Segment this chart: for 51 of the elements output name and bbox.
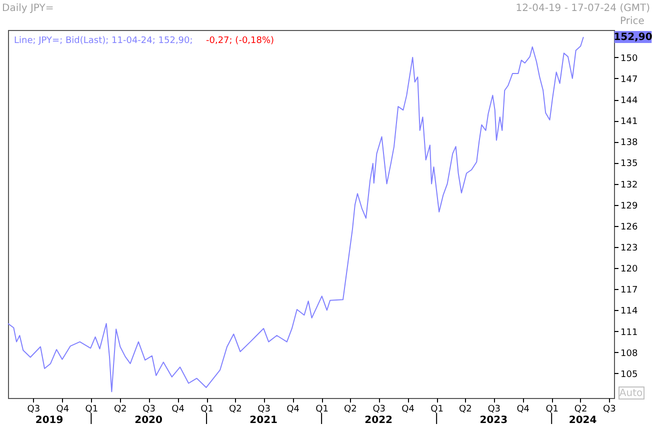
- x-tick-label: Q4: [286, 404, 300, 414]
- y-tick-label: 126: [620, 222, 638, 232]
- x2-tick-label: 2020: [134, 415, 162, 426]
- x-tick-label: Q4: [56, 404, 70, 414]
- y-tick-label: 105: [620, 370, 638, 380]
- text: Line; JPY=; Bid(Last); 11-04-24; 152,90;: [14, 36, 193, 46]
- x2-tick-label: 2022: [364, 415, 393, 426]
- y-axis-title: Price: [620, 16, 644, 27]
- x2-tick-label: 2024: [568, 415, 597, 426]
- x-tick-label: Q2: [114, 404, 127, 414]
- x-tick-label: Q3: [142, 404, 156, 414]
- x-tick-label: Q1: [200, 404, 214, 414]
- text: Auto: [619, 388, 643, 399]
- annotation: -0,27; (-0,18%): [206, 36, 274, 46]
- y-tick-label: 144: [620, 96, 638, 106]
- y-tick-label: 129: [620, 201, 638, 212]
- x2-tick-label: 2021: [250, 415, 278, 426]
- x-tick-label: Q3: [258, 404, 270, 414]
- x-tick-label: Q3: [603, 404, 616, 414]
- x-tick-label: Q1: [316, 404, 328, 414]
- x-tick-label: Q3: [372, 404, 386, 414]
- y-tick-label: 147: [620, 74, 638, 85]
- y-tick-label: 135: [620, 159, 638, 170]
- y-tick-label: 117: [620, 286, 638, 296]
- x-tick-label: Q4: [516, 404, 530, 414]
- x-tick-label: Q1: [546, 404, 559, 414]
- y-tick-label: 120: [620, 264, 638, 275]
- x-tick-label: Q2: [228, 404, 242, 414]
- x2-tick-label: 2023: [480, 415, 508, 426]
- chart-subtitle: 12-04-19 - 17-07-24 (GMT): [516, 3, 650, 14]
- x-tick-label: Q1: [85, 404, 98, 414]
- y-tick-label: 132: [620, 180, 638, 190]
- y-tick-label: 141: [620, 117, 638, 128]
- x2-tick-label: 2019: [35, 415, 64, 426]
- x-tick-label: Q4: [172, 404, 185, 414]
- y-tick-label: 150: [620, 54, 638, 64]
- x-tick-label: Q2: [459, 404, 472, 414]
- x-tick-label: Q2: [574, 404, 588, 414]
- y-tick-label: 138: [620, 138, 638, 148]
- y-tick-label: 108: [620, 348, 638, 359]
- x-tick-label: Q3: [488, 404, 501, 414]
- y-tick-label: 111: [620, 328, 638, 338]
- annotation: 152,90: [614, 32, 652, 44]
- x-tick-label: Q2: [344, 404, 357, 414]
- line-series: [8, 36, 584, 392]
- chart-title: Daily JPY=: [2, 3, 54, 14]
- y-tick-label: 114: [620, 306, 638, 317]
- x-tick-label: Q1: [430, 404, 444, 414]
- x-tick-label: Q4: [402, 404, 415, 414]
- x-tick-label: Q3: [27, 404, 40, 414]
- y-tick-label: 123: [620, 244, 638, 254]
